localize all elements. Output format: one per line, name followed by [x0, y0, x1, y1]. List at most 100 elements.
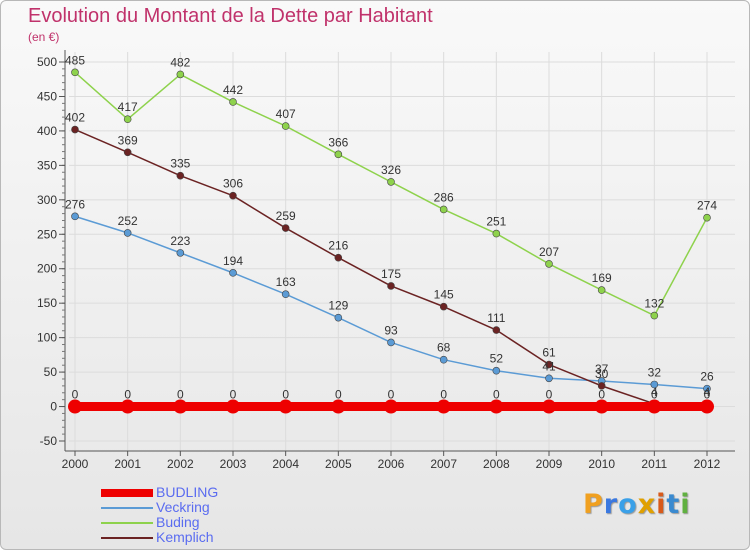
x-tick-label: 2008 [483, 457, 510, 471]
data-label: 276 [65, 197, 85, 211]
logo-letter: o [618, 489, 638, 520]
data-label: 485 [65, 53, 85, 67]
data-label: 274 [697, 199, 717, 213]
x-tick-label: 2006 [378, 457, 405, 471]
data-label: 0 [651, 388, 658, 402]
x-tick-label: 2003 [220, 457, 247, 471]
x-tick-label: 2007 [430, 457, 457, 471]
data-point [597, 286, 606, 294]
data-label: 407 [276, 107, 296, 121]
logo-letter: i [680, 489, 691, 520]
data-label: 194 [223, 254, 243, 268]
data-label: 207 [539, 245, 559, 259]
data-label: 169 [592, 271, 612, 285]
data-label: 30 [595, 367, 609, 381]
data-label: 0 [440, 388, 447, 402]
data-label: 369 [118, 133, 138, 147]
data-label: 0 [282, 388, 289, 402]
data-point [387, 338, 395, 347]
data-point [173, 399, 188, 414]
data-point [384, 399, 398, 414]
data-label: 0 [230, 388, 237, 402]
data-point [439, 302, 448, 311]
legend-swatch [101, 537, 153, 539]
legend-label: BUDLING [156, 484, 219, 500]
y-tick-label: 250 [37, 227, 57, 241]
data-point [387, 282, 395, 290]
data-label: 0 [598, 388, 605, 402]
data-label: 335 [170, 157, 190, 171]
x-tick-label: 2002 [167, 457, 194, 471]
x-tick-label: 2009 [536, 457, 563, 471]
data-label: 4 [651, 385, 658, 399]
x-tick-label: 2011 [641, 457, 667, 471]
data-point [176, 70, 185, 79]
legend-swatch [101, 507, 153, 509]
data-point [334, 313, 343, 322]
proxiti-logo: Proxiti [583, 489, 691, 520]
data-point [281, 122, 290, 130]
series-kemplich [71, 125, 711, 408]
data-point [71, 212, 79, 221]
data-label: 252 [118, 214, 138, 228]
data-point [650, 311, 659, 320]
data-point [545, 360, 553, 369]
data-label: 402 [65, 111, 85, 125]
y-tick-label: 50 [44, 365, 58, 379]
data-label: 4 [704, 385, 711, 399]
legend-label: Veckring [156, 499, 210, 515]
y-tick-label: 350 [37, 158, 57, 172]
data-label: 259 [276, 209, 296, 223]
data-label: 175 [381, 267, 401, 281]
logo-letter: t [666, 489, 681, 520]
data-label: 111 [487, 311, 506, 325]
data-label: 0 [493, 388, 500, 402]
data-point [123, 115, 132, 123]
data-label: 37 [595, 362, 609, 376]
data-label: 0 [388, 388, 395, 402]
legend-swatch [101, 522, 153, 524]
data-point [123, 148, 132, 157]
data-point [68, 399, 82, 414]
data-point [71, 125, 79, 134]
data-point [650, 380, 659, 389]
data-label: 0 [546, 388, 553, 402]
legend-swatch [101, 489, 153, 497]
data-point [597, 382, 606, 390]
data-point [229, 191, 237, 200]
logo-letter: P [583, 489, 604, 520]
data-point [703, 213, 711, 222]
data-label: 0 [124, 388, 131, 402]
data-point [489, 399, 504, 414]
data-point [703, 384, 711, 393]
data-label: 286 [434, 190, 454, 204]
data-point [71, 68, 79, 77]
data-point [542, 399, 556, 414]
data-label: 0 [72, 388, 79, 402]
data-point [439, 355, 448, 364]
data-point [700, 399, 714, 414]
y-tick-label: 450 [37, 89, 57, 103]
y-tick-label: 500 [37, 55, 57, 69]
data-label: 223 [170, 234, 190, 248]
x-tick-label: 2001 [114, 457, 141, 471]
data-point [120, 399, 135, 414]
logo-letter: i [656, 489, 667, 520]
y-tick-label: -50 [40, 434, 58, 448]
data-label: 32 [648, 365, 662, 379]
data-label: 163 [276, 275, 296, 289]
logo-letter: x [637, 489, 657, 520]
data-label: 442 [223, 83, 243, 97]
data-point [647, 399, 662, 414]
data-point [331, 399, 346, 414]
y-tick-label: 200 [37, 262, 57, 276]
data-point [226, 399, 240, 414]
y-tick-label: 150 [37, 296, 57, 310]
data-label: 132 [644, 297, 664, 311]
data-label: 0 [704, 388, 711, 402]
data-label: 0 [177, 388, 184, 402]
data-label: 417 [118, 100, 138, 114]
data-label: 52 [490, 352, 504, 366]
data-point [492, 326, 501, 334]
data-point [281, 224, 290, 232]
